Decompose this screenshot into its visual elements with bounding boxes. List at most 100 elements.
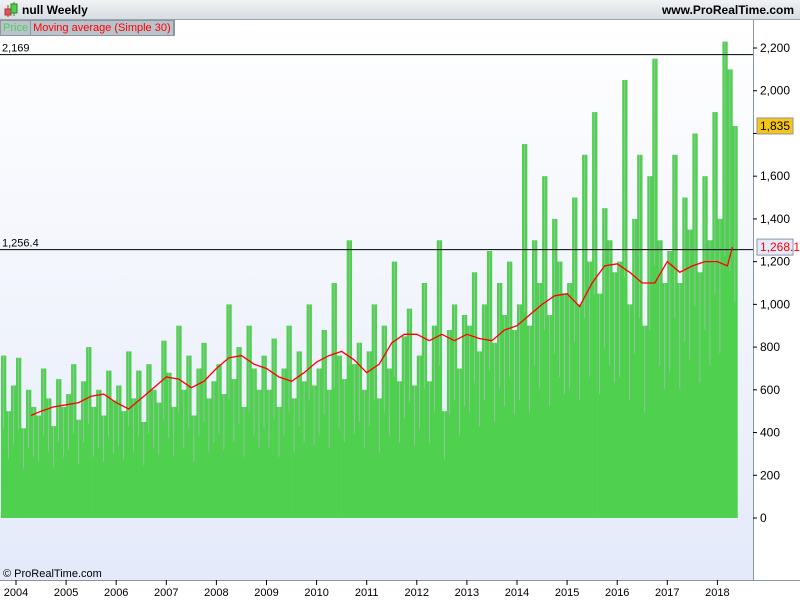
price-bar	[136, 370, 142, 518]
price-bar	[96, 389, 102, 518]
price-bar	[512, 330, 518, 518]
price-bar	[311, 385, 317, 518]
price-bar	[211, 381, 217, 518]
price-bar	[51, 426, 57, 518]
horizontal-line-label: 2,169	[2, 43, 30, 55]
legend-price[interactable]: Price	[1, 21, 32, 35]
price-bar	[727, 69, 733, 519]
price-bar	[206, 398, 212, 518]
price-bar	[717, 218, 723, 518]
y-tick-label: 1,200	[760, 255, 790, 269]
price-bar	[301, 381, 307, 518]
y-tick-label: 600	[760, 383, 780, 397]
moving-average-line	[30, 246, 734, 417]
price-bar	[672, 154, 678, 519]
price-bar	[156, 402, 162, 518]
price-bar	[486, 251, 493, 518]
price-bar	[391, 261, 398, 518]
price-bar	[562, 293, 568, 518]
price-bar	[507, 261, 513, 518]
price-bar	[11, 385, 17, 518]
price-bar	[151, 389, 157, 518]
x-tick-label: 2013	[455, 587, 479, 599]
price-bar	[567, 283, 573, 518]
price-bar	[632, 218, 638, 518]
price-bar	[16, 357, 22, 518]
price-bar	[697, 272, 703, 518]
price-bar	[246, 325, 252, 518]
price-bar	[191, 415, 197, 518]
price-bar	[101, 415, 107, 518]
x-tick-label: 2016	[605, 587, 629, 599]
price-bar	[216, 364, 222, 518]
price-bar	[81, 381, 87, 518]
price-bar	[471, 272, 478, 518]
price-bar	[201, 342, 207, 518]
y-tick-label: 1,000	[760, 297, 790, 311]
price-bar	[552, 218, 558, 518]
y-tick-label: 1,600	[760, 169, 790, 183]
price-bar	[116, 385, 122, 518]
price-bar	[176, 325, 182, 518]
price-bar	[627, 304, 633, 518]
price-bar	[76, 419, 82, 518]
x-tick-label: 2017	[655, 587, 679, 599]
x-tick-label: 2009	[254, 587, 278, 599]
x-tick-label: 2012	[405, 587, 429, 599]
price-bar	[281, 368, 287, 518]
price-bar	[331, 283, 337, 518]
price-bar	[602, 208, 608, 518]
price-bar	[66, 394, 72, 518]
x-tick-label: 2004	[4, 587, 28, 599]
y-tick-label: 400	[760, 426, 780, 440]
price-bar	[577, 304, 583, 518]
price-bar	[256, 389, 262, 518]
x-tick-label: 2007	[154, 587, 178, 599]
price-bar	[622, 80, 628, 518]
price-bar	[306, 304, 312, 518]
price-bar	[647, 176, 653, 518]
price-bar	[401, 336, 408, 518]
y-tick-label: 800	[760, 340, 780, 354]
price-bar	[527, 325, 533, 518]
price-bar	[261, 355, 267, 518]
price-bar	[126, 351, 132, 518]
price-bar	[497, 283, 503, 518]
price-bar	[692, 133, 698, 518]
price-bar	[321, 330, 327, 518]
price-bar	[291, 398, 297, 518]
x-tick-label: 2011	[355, 587, 379, 599]
price-bar	[56, 379, 62, 518]
x-tick-label: 2006	[104, 587, 128, 599]
price-bar	[451, 304, 458, 518]
copyright: © ProRealTime.com	[3, 568, 102, 580]
price-bar	[426, 381, 433, 518]
price-bar	[31, 406, 37, 518]
price-bar	[271, 338, 277, 518]
candlestick-icon	[4, 2, 18, 17]
price-bar	[557, 261, 563, 518]
price-bar	[491, 342, 498, 518]
last-value-tag	[756, 238, 794, 256]
price-bar	[161, 340, 167, 518]
price-bar	[416, 355, 423, 518]
price-bar	[6, 411, 12, 518]
price-bar	[712, 112, 718, 518]
price-bar	[276, 406, 282, 518]
price-bar	[41, 368, 47, 518]
price-bar	[722, 41, 728, 518]
price-bar	[597, 293, 603, 518]
price-bar	[356, 342, 363, 518]
price-bar	[667, 251, 673, 518]
site-link[interactable]: www.ProRealTime.com	[661, 3, 794, 17]
price-bar	[196, 368, 202, 518]
price-bar	[71, 364, 77, 518]
price-bar	[587, 261, 593, 518]
price-bar	[652, 58, 658, 518]
price-bar	[582, 154, 588, 519]
price-bar	[26, 389, 32, 518]
price-bar	[657, 240, 663, 519]
price-bar	[431, 325, 438, 518]
horizontal-line-label: 1,256.4	[2, 238, 39, 250]
legend-moving-average[interactable]: Moving average (Simple 30)	[31, 21, 174, 35]
